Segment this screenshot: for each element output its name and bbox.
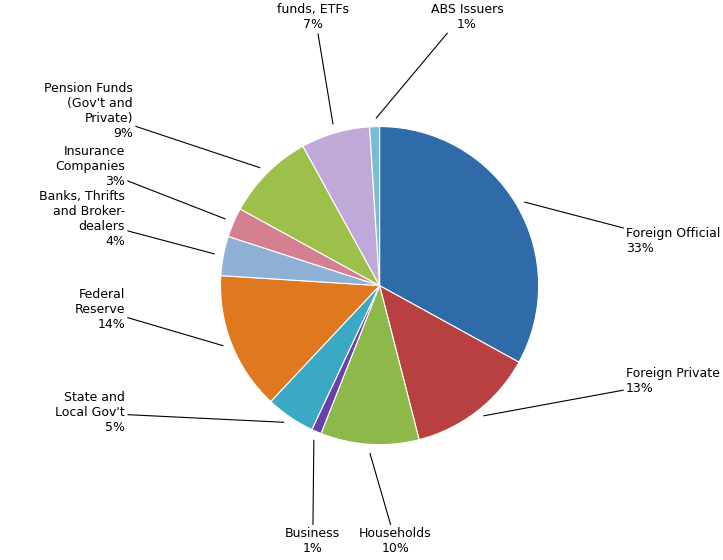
Text: Money market
funds, mutual
funds, ETFs
7%: Money market funds, mutual funds, ETFs 7… [268,0,358,124]
Text: Federal
Reserve
14%: Federal Reserve 14% [74,288,223,346]
Text: Households
10%: Households 10% [359,454,432,556]
Wedge shape [380,286,519,440]
Wedge shape [221,236,380,286]
Text: State and
Local Gov't
5%: State and Local Gov't 5% [56,391,284,435]
Text: Foreign Official
33%: Foreign Official 33% [525,202,721,255]
Text: Business
1%: Business 1% [285,440,341,556]
Text: Banks, Thrifts
and Broker-
dealers
4%: Banks, Thrifts and Broker- dealers 4% [39,190,215,254]
Wedge shape [380,127,539,362]
Text: Pension Funds
(Gov't and
Private)
9%: Pension Funds (Gov't and Private) 9% [44,82,260,168]
Wedge shape [270,286,380,430]
Wedge shape [312,286,380,433]
Wedge shape [228,209,380,286]
Wedge shape [369,127,380,286]
Wedge shape [221,276,380,402]
Wedge shape [303,127,380,286]
Wedge shape [321,286,419,445]
Wedge shape [240,146,380,286]
Text: GSEs and
ABS Issuers
1%: GSEs and ABS Issuers 1% [376,0,503,118]
Text: Foreign Private
13%: Foreign Private 13% [484,367,720,416]
Text: Insurance
Companies
3%: Insurance Companies 3% [56,145,225,219]
